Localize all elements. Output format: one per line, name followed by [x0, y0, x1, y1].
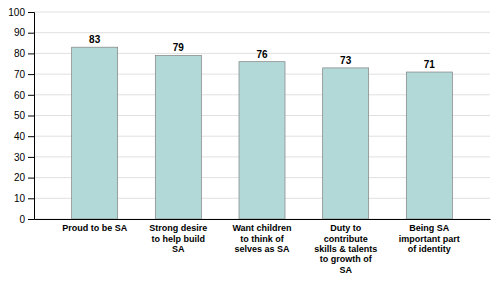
x-tick-label-line: Proud to be SA: [62, 223, 128, 233]
y-tick-label: 60: [14, 90, 26, 101]
x-tick-label-line: Duty to: [330, 223, 361, 233]
y-tick: 30: [14, 152, 34, 163]
x-tick: Want childrento think ofselves as SA: [232, 223, 291, 254]
x-tick: Being SAimportant partof identity: [399, 223, 460, 254]
y-tick-label: 10: [14, 193, 26, 204]
bars: [72, 47, 453, 219]
x-tick-label-line: Want children: [232, 223, 291, 233]
y-tick: 20: [14, 172, 34, 183]
x-tick-label: Duty tocontributeskills & talentsto grow…: [314, 223, 377, 274]
y-tick-mark: [28, 74, 34, 75]
x-tick-label-line: Being SA: [409, 223, 450, 233]
y-tick: 60: [14, 90, 34, 101]
x-tick-label: Strong desireto help buildSA: [149, 223, 207, 254]
x-tick-label: Want childrento think ofselves as SA: [232, 223, 291, 254]
y-tick-mark: [28, 198, 34, 199]
bar: [72, 47, 118, 219]
y-tick-mark: [28, 136, 34, 137]
x-axis: Proud to be SA Strong desireto help build…: [35, 220, 491, 275]
bar: [155, 55, 201, 219]
x-tick: Proud to be SA: [62, 223, 128, 233]
x-tick-label-line: SA: [172, 244, 185, 254]
y-tick: 90: [14, 27, 34, 38]
data-label: 71: [424, 59, 436, 70]
y-tick-label: 70: [14, 69, 26, 80]
data-label: 76: [256, 49, 268, 60]
y-tick-mark: [28, 12, 34, 13]
y-tick-label: 40: [14, 131, 26, 142]
x-tick-label-line: of identity: [408, 244, 451, 254]
chart: 0 10 20 30 40 50 60 70 80 90 100 Proud to be SA Stro…: [0, 0, 500, 289]
data-label: 79: [173, 42, 185, 53]
data-labels: 83 79 76 73 71: [89, 34, 435, 70]
y-tick-label: 0: [19, 214, 25, 225]
x-tick-label-line: contribute: [324, 234, 368, 244]
bar: [323, 68, 369, 219]
y-tick: 50: [14, 110, 34, 121]
y-tick: 0: [19, 214, 34, 225]
y-tick-mark: [28, 95, 34, 96]
data-label: 83: [89, 34, 101, 45]
y-tick-label: 90: [14, 27, 26, 38]
grid-line: [34, 12, 490, 13]
x-tick-label-line: Strong desire: [149, 223, 207, 233]
y-axis: 0 10 20 30 40 50 60 70 80 90 100: [8, 7, 34, 225]
y-tick: 70: [14, 69, 34, 80]
y-tick: 80: [14, 48, 34, 59]
x-axis-line: [35, 219, 491, 220]
bar: [239, 62, 285, 219]
y-tick-mark: [28, 157, 34, 158]
y-tick: 40: [14, 131, 34, 142]
x-tick-label-line: important part: [399, 234, 460, 244]
x-tick-label-line: to think of: [240, 234, 284, 244]
y-tick-mark: [28, 116, 34, 117]
x-tick-label-line: skills & talents: [314, 244, 377, 254]
y-tick: 10: [14, 193, 34, 204]
x-tick: Strong desireto help buildSA: [149, 223, 207, 254]
y-tick-mark: [28, 33, 34, 34]
x-tick-label-line: to help build: [152, 234, 206, 244]
x-tick-label-line: to growth of: [320, 254, 373, 264]
plot: 0 10 20 30 40 50 60 70 80 90 100 Proud to be SA Stro…: [8, 7, 490, 275]
y-tick-label: 50: [14, 110, 26, 121]
y-tick-label: 100: [8, 7, 25, 18]
y-tick: 100: [8, 7, 34, 18]
y-tick-mark: [28, 178, 34, 179]
y-tick-mark: [28, 53, 34, 54]
x-tick-label: Proud to be SA: [62, 223, 128, 233]
x-tick-label-line: SA: [339, 265, 352, 275]
y-tick-label: 30: [14, 152, 26, 163]
y-axis-line: [28, 13, 35, 220]
x-tick-label-line: selves as SA: [234, 244, 290, 254]
y-tick-mark: [28, 219, 34, 220]
bar: [406, 72, 452, 219]
x-tick: Duty tocontributeskills & talentsto grow…: [314, 223, 377, 274]
y-tick-label: 20: [14, 172, 26, 183]
grid: [34, 12, 490, 219]
y-tick-label: 80: [14, 48, 26, 59]
x-tick-label: Being SAimportant partof identity: [399, 223, 460, 254]
data-label: 73: [340, 55, 352, 66]
grid-line: [34, 32, 490, 33]
